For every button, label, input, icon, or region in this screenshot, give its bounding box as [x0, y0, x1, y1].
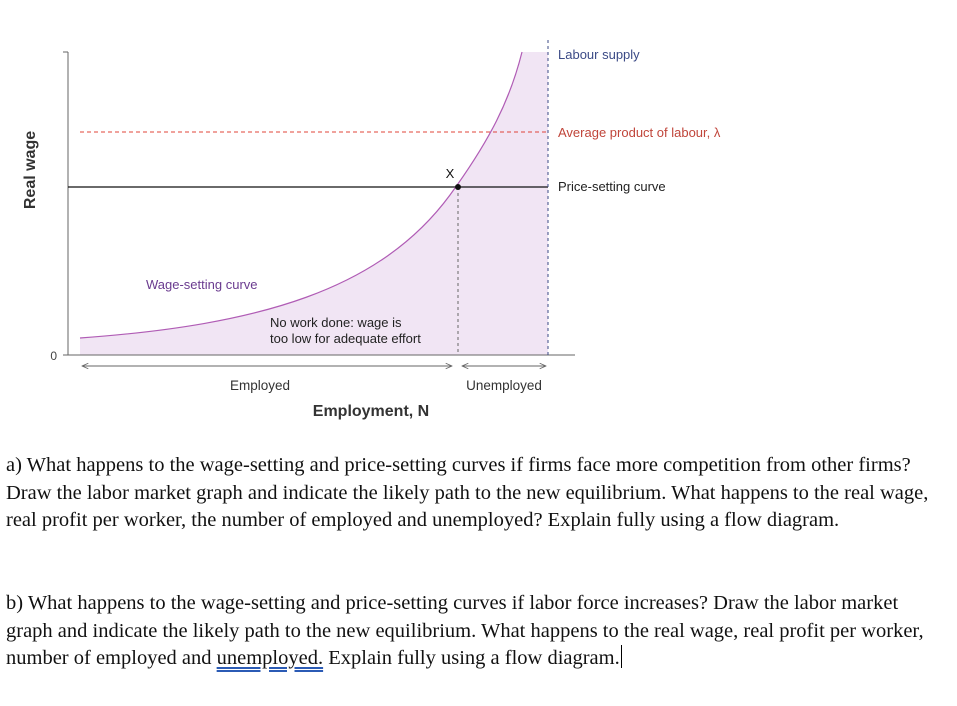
equilibrium-point	[455, 184, 461, 190]
y-tick-zero: 0	[50, 349, 57, 363]
question-a[interactable]: a) What happens to the wage-setting and …	[6, 454, 929, 531]
text-cursor	[620, 645, 622, 668]
spellcheck-underlined-word[interactable]: unemployed.	[216, 647, 324, 669]
price-setting-label: Price-setting curve	[558, 179, 666, 194]
question-b-text: b) What happens to the wage-setting and …	[6, 592, 924, 669]
y-axis-label: Real wage	[22, 131, 39, 209]
labour-supply-label: Labour supply	[558, 47, 640, 62]
apl-label: Average product of labour, λ	[558, 125, 721, 140]
unemployed-label: Unemployed	[466, 378, 542, 393]
x-axis-label: Employment, N	[313, 403, 429, 420]
employed-label: Employed	[230, 378, 290, 393]
no-work-label-line2: too low for adequate effort	[270, 331, 421, 346]
wage-setting-label: Wage-setting curve	[146, 277, 258, 292]
equilibrium-label: X	[446, 166, 455, 181]
no-work-label-line1: No work done: wage is	[270, 315, 402, 330]
wage-curve-shade	[80, 52, 548, 355]
wage-setting-curve	[79, 51, 523, 339]
question-b-ending: Explain fully using a flow diagram.	[323, 647, 620, 669]
labour-market-chart: Real wage 0 Employment, N Labour supply …	[22, 40, 721, 420]
question-b[interactable]: b) What happens to the wage-setting and …	[6, 590, 936, 673]
